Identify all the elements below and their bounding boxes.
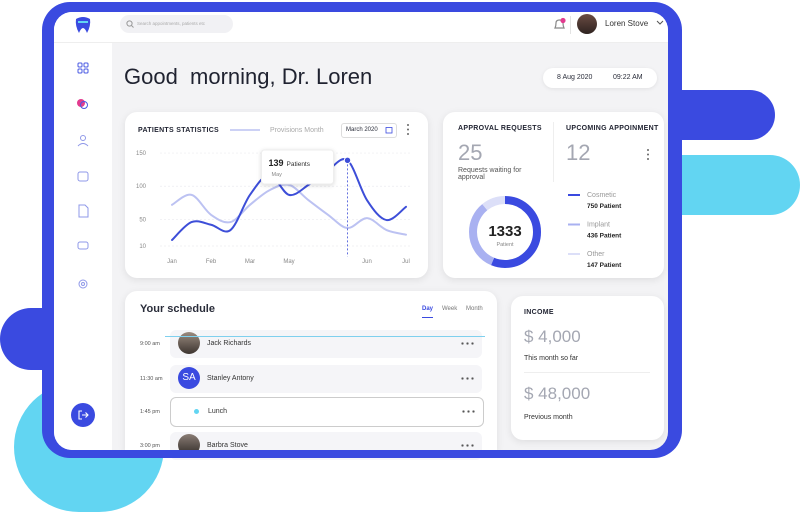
approval-note: Requests waiting for approval [458, 167, 522, 181]
upcoming-title: UPCOMING APPOINMENT [566, 125, 659, 132]
sidebar [54, 12, 112, 450]
schedule-time: 11:30 am [140, 376, 163, 382]
y-tick-label: 100 [136, 184, 147, 190]
schedule-title: Your schedule [140, 303, 215, 315]
card-menu[interactable] [645, 148, 651, 162]
divider [524, 372, 650, 373]
notification-bell[interactable] [552, 17, 568, 33]
income-title: INCOME [524, 309, 554, 316]
tooltip-label: May [272, 172, 283, 178]
tab-day[interactable]: Day [422, 306, 434, 318]
tooltip-value: 139 [269, 158, 284, 168]
schedule-item[interactable]: SA Stanley Antony [170, 365, 482, 393]
patients-card [125, 112, 428, 278]
screen-bottom [112, 450, 512, 458]
schedule-time: 1:45 pm [140, 409, 160, 415]
y-tick-label: 150 [136, 151, 147, 157]
schedule-item[interactable]: Jack Richards [170, 330, 482, 358]
divider [553, 122, 554, 182]
donut-segment [469, 196, 541, 268]
income-this-month-label: This month so far [524, 355, 579, 362]
legend-label: Provisions Month [270, 127, 324, 134]
user-name[interactable]: Loren Stove [605, 19, 649, 28]
income-previous-label: Previous month [524, 414, 573, 421]
tooltip [261, 149, 334, 185]
x-tick-label: Feb [206, 259, 217, 265]
time: 09:22 AM [613, 74, 643, 81]
date-pill: 8 Aug 2020 09:22 AM [543, 68, 657, 88]
item-menu[interactable] [460, 342, 474, 345]
y-tick-label: 10 [139, 244, 146, 250]
income-card [511, 296, 664, 440]
series-line [171, 158, 407, 241]
schedule-item[interactable]: Lunch [170, 397, 484, 427]
donut-total: 1333 [488, 223, 521, 240]
divider [570, 16, 571, 34]
x-tick-label: Jan [167, 259, 177, 265]
logout-button[interactable] [71, 403, 95, 427]
schedule-time: 3:00 pm [140, 443, 160, 449]
item-menu[interactable] [461, 410, 475, 413]
legend-value: 436 Patient [587, 233, 622, 240]
greeting: Good morning, Dr. Loren [124, 64, 373, 89]
donut-label: Patient [496, 242, 514, 248]
legend-label: Implant [587, 222, 610, 229]
lunch-dot [194, 409, 199, 414]
legend-value: 750 Patient [587, 203, 622, 210]
x-tick-label: May [283, 259, 294, 265]
upcoming-count: 12 [566, 140, 591, 165]
x-tick-label: Mar [245, 259, 255, 265]
chart-title: PATIENTS STATISTICS [138, 127, 220, 134]
user-avatar[interactable] [577, 14, 597, 34]
item-name: Stanley Antony [207, 375, 254, 382]
item-name: Barbra Stove [207, 442, 248, 449]
now-indicator [165, 336, 485, 337]
search-box[interactable]: Search appointments, patients etc [120, 15, 233, 33]
tooltip-unit: Patients [287, 161, 311, 168]
hover-point [343, 156, 352, 165]
period: March 2020 [346, 127, 378, 133]
avatar: SA [178, 367, 200, 389]
income-this-month: $ 4,000 [524, 327, 581, 346]
avatar [178, 332, 200, 354]
charts-layer: 10 50 100 150 Jan Feb Mar May Jun Jul Provisions M… [136, 127, 622, 269]
period-select[interactable]: March 2020 [341, 123, 397, 138]
legend-value: 147 Patient [587, 262, 622, 269]
item-name: Jack Richards [207, 340, 251, 347]
item-name: Lunch [208, 408, 228, 415]
donut-segment [469, 196, 541, 268]
tab-week[interactable]: Week [442, 306, 458, 312]
legend-label: Other [587, 251, 605, 258]
item-menu[interactable] [460, 377, 474, 380]
tab-month[interactable]: Month [466, 306, 483, 312]
search-placeholder: Search appointments, patients etc [137, 21, 206, 26]
nav-icons [77, 62, 89, 289]
logo [75, 17, 91, 33]
legend-label: Cosmetic [587, 192, 617, 199]
schedule-time: 9:00 am [140, 341, 160, 347]
card-menu[interactable] [405, 123, 411, 137]
series-line [171, 183, 407, 236]
date: 8 Aug 2020 [557, 74, 593, 81]
approval-count: 25 [458, 140, 483, 165]
income-previous: $ 48,000 [524, 384, 591, 403]
item-menu[interactable] [460, 444, 474, 447]
dropdown-caret[interactable] [656, 20, 664, 26]
x-tick-label: Jun [362, 259, 372, 265]
approval-title: APPROVAL REQUESTS [458, 125, 542, 132]
y-tick-label: 50 [139, 217, 146, 223]
x-tick-label: Jul [402, 259, 410, 265]
